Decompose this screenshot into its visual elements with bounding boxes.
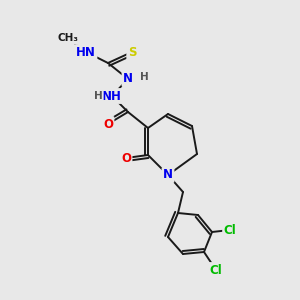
Text: N: N [123, 73, 133, 85]
Text: Cl: Cl [224, 224, 236, 236]
Text: H: H [94, 91, 102, 101]
Text: O: O [103, 118, 113, 130]
Text: O: O [121, 152, 131, 164]
Text: HN: HN [76, 46, 96, 59]
Text: Cl: Cl [210, 263, 222, 277]
Text: N: N [163, 169, 173, 182]
Text: CH₃: CH₃ [58, 33, 79, 43]
Text: H: H [140, 72, 148, 82]
Text: S: S [128, 46, 136, 59]
Text: NH: NH [102, 89, 122, 103]
